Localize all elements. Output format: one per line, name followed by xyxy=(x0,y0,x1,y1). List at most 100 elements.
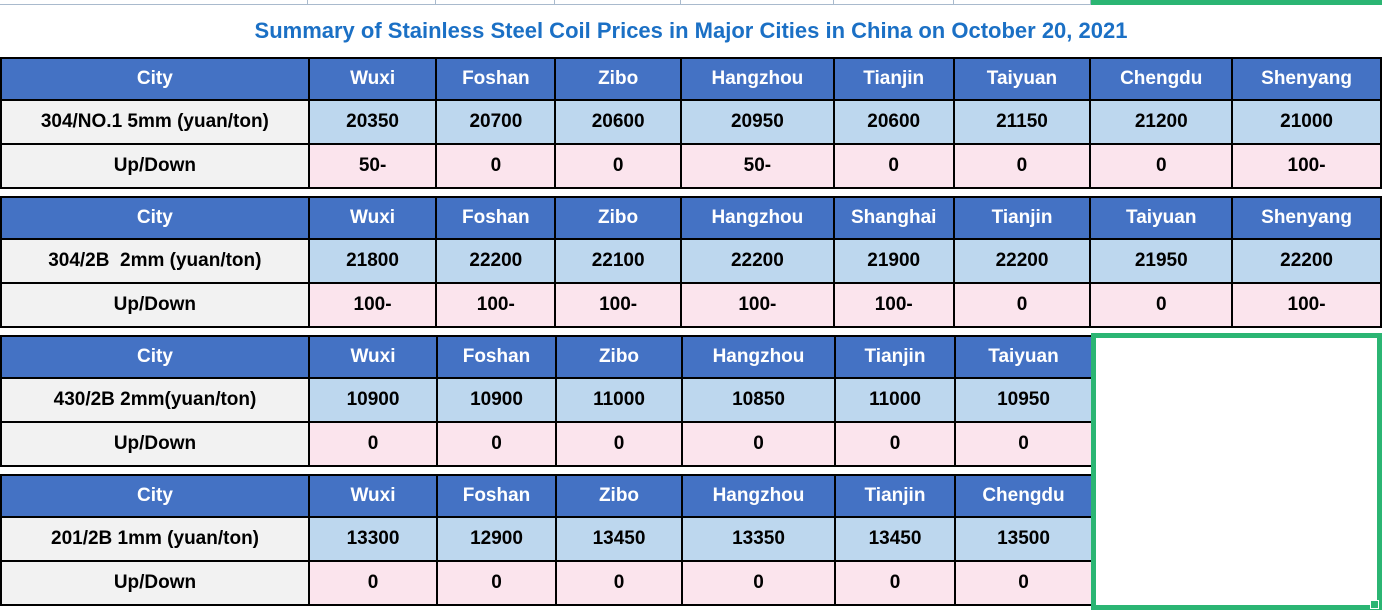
change-cell[interactable]: 0 xyxy=(436,560,557,606)
product-label-cell[interactable]: 201/2B 1mm (yuan/ton) xyxy=(0,516,310,562)
change-cell[interactable]: 0 xyxy=(954,421,1093,467)
price-cell[interactable]: 22200 xyxy=(435,238,557,284)
change-cell[interactable]: 0 xyxy=(1089,282,1234,328)
price-cell[interactable]: 21150 xyxy=(952,99,1092,145)
change-cell[interactable]: 0 xyxy=(834,560,956,606)
price-cell[interactable]: 10900 xyxy=(436,377,557,423)
change-cell[interactable]: 0 xyxy=(436,421,557,467)
price-cell[interactable]: 21000 xyxy=(1231,99,1382,145)
change-cell[interactable]: 0 xyxy=(308,560,438,606)
city-header-cell[interactable]: Shenyang xyxy=(1231,57,1382,101)
change-cell[interactable]: 0 xyxy=(554,143,682,189)
change-cell[interactable]: 100- xyxy=(1231,143,1382,189)
change-cell[interactable]: 100- xyxy=(832,282,955,328)
change-cell[interactable]: 0 xyxy=(308,421,438,467)
price-cell[interactable]: 20950 xyxy=(680,99,835,145)
selection-border-top-icon xyxy=(1091,0,1382,5)
city-header-cell[interactable]: Zibo xyxy=(555,335,683,379)
change-cell[interactable]: 0 xyxy=(555,421,683,467)
updown-label-cell[interactable]: Up/Down xyxy=(0,143,310,189)
change-cell[interactable]: 100- xyxy=(679,282,835,328)
city-column-label-cell[interactable]: City xyxy=(0,335,310,379)
change-cell[interactable]: 0 xyxy=(952,143,1092,189)
city-header-cell[interactable]: Hangzhou xyxy=(681,335,836,379)
city-column-label-cell[interactable]: City xyxy=(0,57,310,101)
city-column-label-cell[interactable]: City xyxy=(0,196,310,240)
change-cell[interactable]: 100- xyxy=(1231,282,1382,328)
price-cell[interactable]: 21950 xyxy=(1089,238,1234,284)
city-header-cell[interactable]: Shenyang xyxy=(1231,196,1382,240)
change-cell[interactable]: 0 xyxy=(954,560,1093,606)
city-header-cell[interactable]: Zibo xyxy=(555,474,683,518)
price-cell[interactable]: 21900 xyxy=(832,238,955,284)
city-header-cell[interactable]: Taiyuan xyxy=(1089,196,1234,240)
city-column-label-cell[interactable]: City xyxy=(0,474,310,518)
city-header-cell[interactable]: Tianjin xyxy=(834,335,956,379)
city-header-cell[interactable]: Tianjin xyxy=(834,474,956,518)
city-header-cell[interactable]: Zibo xyxy=(554,196,682,240)
change-cell[interactable]: 0 xyxy=(681,560,836,606)
product-label-cell[interactable]: 304/NO.1 5mm (yuan/ton) xyxy=(0,99,310,145)
price-cell[interactable]: 13350 xyxy=(681,516,836,562)
city-header-cell[interactable]: Foshan xyxy=(435,57,557,101)
city-header-cell[interactable]: Chengdu xyxy=(954,474,1093,518)
change-cell[interactable]: 0 xyxy=(834,421,956,467)
city-header-cell[interactable]: Shanghai xyxy=(832,196,955,240)
price-cell[interactable]: 21200 xyxy=(1089,99,1234,145)
updown-label-cell[interactable]: Up/Down xyxy=(0,560,310,606)
price-cell[interactable]: 11000 xyxy=(834,377,956,423)
change-cell[interactable]: 0 xyxy=(435,143,557,189)
change-cell[interactable]: 50- xyxy=(307,143,438,189)
city-header-cell[interactable]: Wuxi xyxy=(308,335,438,379)
fill-handle[interactable] xyxy=(1370,600,1379,609)
city-header-cell[interactable]: Tianjin xyxy=(832,57,955,101)
selected-range-highlight[interactable] xyxy=(1091,333,1382,610)
city-header-cell[interactable]: Hangzhou xyxy=(679,196,835,240)
city-header-cell[interactable]: Chengdu xyxy=(1089,57,1234,101)
city-header-cell[interactable]: Wuxi xyxy=(307,57,438,101)
price-cell[interactable]: 10850 xyxy=(681,377,836,423)
price-cell[interactable]: 22100 xyxy=(554,238,682,284)
price-cell[interactable]: 11000 xyxy=(555,377,683,423)
product-label-cell[interactable]: 430/2B 2mm(yuan/ton) xyxy=(0,377,310,423)
updown-label-cell[interactable]: Up/Down xyxy=(0,282,310,328)
updown-label-cell[interactable]: Up/Down xyxy=(0,421,310,467)
price-cell[interactable]: 20600 xyxy=(832,99,955,145)
gridline-vertical xyxy=(435,0,436,4)
price-cell[interactable]: 22200 xyxy=(1231,238,1382,284)
change-cell[interactable]: 100- xyxy=(435,282,557,328)
city-header-cell[interactable]: Hangzhou xyxy=(681,474,836,518)
city-header-cell[interactable]: Zibo xyxy=(554,57,682,101)
change-cell[interactable]: 100- xyxy=(307,282,438,328)
city-header-cell[interactable]: Foshan xyxy=(436,335,557,379)
price-cell[interactable]: 22200 xyxy=(679,238,835,284)
city-header-cell[interactable]: Taiyuan xyxy=(954,335,1093,379)
price-cell[interactable]: 22200 xyxy=(952,238,1092,284)
price-cell[interactable]: 20350 xyxy=(307,99,438,145)
change-cell[interactable]: 50- xyxy=(680,143,835,189)
price-cell[interactable]: 10900 xyxy=(308,377,438,423)
city-header-cell[interactable]: Wuxi xyxy=(307,196,438,240)
city-header-cell[interactable]: Foshan xyxy=(436,474,557,518)
change-cell[interactable]: 100- xyxy=(554,282,682,328)
price-cell[interactable]: 10950 xyxy=(954,377,1093,423)
city-header-cell[interactable]: Taiyuan xyxy=(952,57,1092,101)
city-header-cell[interactable]: Wuxi xyxy=(308,474,438,518)
change-cell[interactable]: 0 xyxy=(555,560,683,606)
price-cell[interactable]: 13500 xyxy=(954,516,1093,562)
change-cell[interactable]: 0 xyxy=(952,282,1092,328)
change-cell[interactable]: 0 xyxy=(832,143,955,189)
price-cell[interactable]: 12900 xyxy=(436,516,557,562)
price-cell[interactable]: 20600 xyxy=(554,99,682,145)
change-cell[interactable]: 0 xyxy=(1089,143,1234,189)
price-cell[interactable]: 13300 xyxy=(308,516,438,562)
price-cell[interactable]: 13450 xyxy=(834,516,956,562)
change-cell[interactable]: 0 xyxy=(681,421,836,467)
price-cell[interactable]: 13450 xyxy=(555,516,683,562)
price-cell[interactable]: 21800 xyxy=(307,238,438,284)
price-cell[interactable]: 20700 xyxy=(435,99,557,145)
city-header-cell[interactable]: Tianjin xyxy=(952,196,1092,240)
product-label-cell[interactable]: 304/2B 2mm (yuan/ton) xyxy=(0,238,310,284)
city-header-cell[interactable]: Foshan xyxy=(435,196,557,240)
city-header-cell[interactable]: Hangzhou xyxy=(680,57,835,101)
